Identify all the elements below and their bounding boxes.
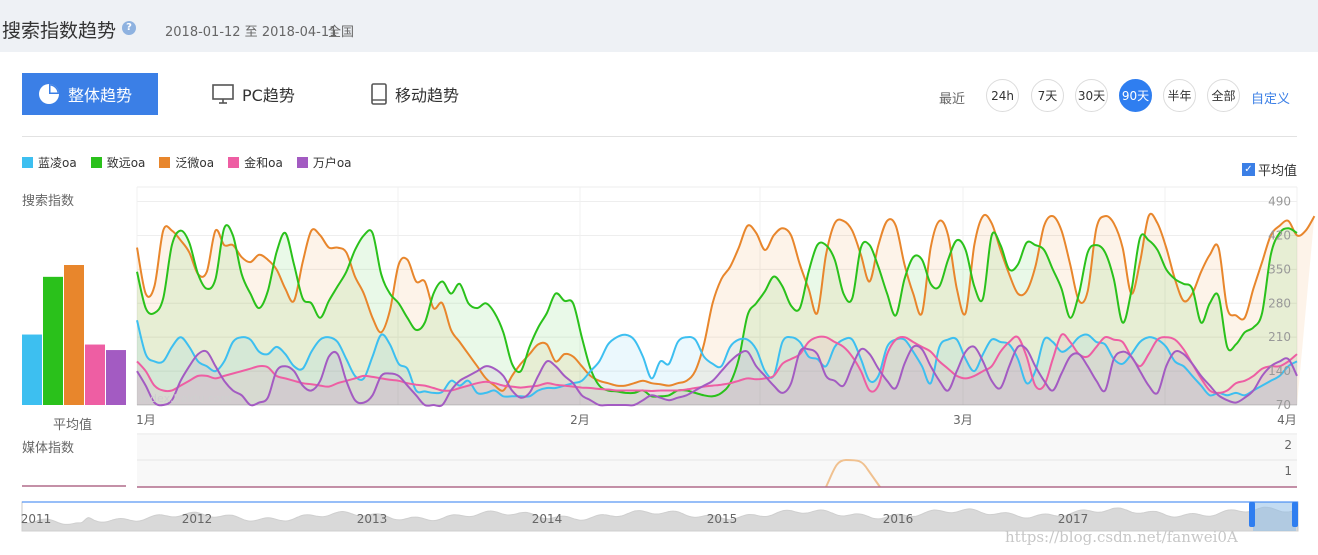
media-index-title: 媒体指数 — [22, 441, 75, 456]
average-toggle[interactable]: ✓ 平均值 — [1242, 160, 1297, 179]
legend-label: 万户oa — [312, 156, 352, 170]
average-checkbox[interactable]: ✓ — [1242, 163, 1255, 176]
navigator-year-label: 2015 — [707, 512, 738, 526]
average-toggle-label: 平均值 — [1258, 164, 1298, 179]
legend-item-zhiyuan[interactable]: 致远oa — [90, 154, 146, 171]
y-tick-label: 420 — [1268, 228, 1291, 242]
average-caption: 平均值 — [53, 418, 93, 433]
area-金和oa — [137, 334, 1297, 405]
series-line-泛微oa — [136, 212, 1316, 392]
region-label: 全国 — [328, 25, 355, 40]
search-index-title: 搜索指数 — [22, 194, 75, 209]
legend-label: 致远oa — [106, 156, 146, 170]
y-tick-label: 70 — [1276, 398, 1291, 412]
area-泛微oa — [137, 213, 1315, 405]
baidu-watermark: index.baidu.com — [140, 392, 231, 405]
area-蓝凌oa — [137, 320, 1297, 405]
legend-item-jinhe[interactable]: 金和oa — [228, 154, 283, 171]
tab-mobile-trend[interactable]: 移动趋势 — [371, 73, 459, 115]
monitor-icon — [212, 84, 234, 104]
y-tick-label: 280 — [1268, 296, 1291, 310]
range-button-90d[interactable]: 90天 — [1119, 79, 1152, 112]
legend-swatch — [90, 157, 102, 168]
media-y-tick-label: 2 — [1284, 438, 1292, 452]
media-series-bump — [825, 458, 881, 488]
legend-swatch — [296, 157, 308, 168]
range-button-7d[interactable]: 7天 — [1031, 79, 1064, 112]
recent-label: 最近 — [939, 92, 966, 107]
navigator-year-label: 2014 — [532, 512, 563, 526]
average-bar-金和oa — [85, 344, 105, 405]
pie-chart-icon — [39, 84, 59, 104]
navigator-year-label: 2017 — [1058, 512, 1089, 526]
legend-swatch — [159, 157, 171, 168]
navigator-handle-right — [1292, 502, 1298, 527]
navigator-area — [21, 506, 1299, 532]
date-range: 2018-01-12 至 2018-04-11 — [165, 25, 338, 40]
tab-label: PC趋势 — [242, 86, 295, 105]
help-icon[interactable]: ? — [122, 21, 136, 35]
page-title: 搜索指数趋势 — [2, 20, 117, 42]
navigator-year-label: 2012 — [182, 512, 213, 526]
series-line-万户oa — [136, 344, 1298, 408]
series-line-致远oa — [136, 224, 1298, 398]
series-line-蓝凌oa — [136, 319, 1298, 398]
tab-label: 整体趋势 — [68, 86, 133, 105]
legend-item-lanling[interactable]: 蓝凌oa — [22, 154, 77, 171]
average-bar-万户oa — [106, 350, 126, 405]
legend-swatch — [228, 157, 240, 168]
tab-pc-trend[interactable]: PC趋势 — [212, 73, 295, 115]
y-tick-label: 350 — [1268, 262, 1291, 276]
media-plot-bg — [137, 435, 1297, 487]
series-line-金和oa — [136, 333, 1298, 394]
legend-label: 金和oa — [244, 156, 283, 170]
y-tick-label: 140 — [1268, 364, 1291, 378]
legend-swatch — [22, 157, 33, 168]
area-万户oa — [137, 345, 1297, 407]
tab-label: 移动趋势 — [395, 86, 460, 105]
page-header: 搜索指数趋势 ? 2018-01-12 至 2018-04-11 全国 — [0, 0, 1318, 52]
average-bar-致远oa — [43, 276, 63, 405]
legend-label: 蓝凌oa — [38, 156, 77, 170]
x-tick-label: 1月 — [136, 413, 156, 427]
legend-item-fanwei[interactable]: 泛微oa — [159, 154, 214, 171]
y-tick-label: 490 — [1268, 195, 1291, 209]
range-button-half-year[interactable]: 半年 — [1163, 79, 1196, 112]
navigator-year-label: 2011 — [21, 512, 52, 526]
x-tick-label: 3月 — [953, 413, 973, 427]
section-divider — [22, 136, 1297, 137]
mobile-icon — [371, 83, 387, 105]
navigator-year-label: 2013 — [357, 512, 388, 526]
watermark-text: https://blog.csdn.net/fanwei0A — [1005, 528, 1238, 546]
range-button-all[interactable]: 全部 — [1207, 79, 1240, 112]
navigator-year-label: 2016 — [883, 512, 914, 526]
average-bar-蓝凌oa — [22, 334, 42, 405]
legend-item-wanhu[interactable]: 万户oa — [296, 154, 352, 171]
x-tick-label: 2月 — [570, 413, 590, 427]
custom-range-link[interactable]: 自定义 — [1251, 92, 1291, 107]
x-tick-label: 4月 — [1277, 413, 1297, 427]
media-y-tick-label: 1 — [1284, 464, 1292, 478]
chart-legend: 蓝凌oa 致远oa 泛微oa 金和oa 万户oa — [22, 154, 352, 171]
tab-overall-trend[interactable]: 整体趋势 — [22, 73, 158, 115]
range-button-24h[interactable]: 24h — [986, 79, 1019, 112]
navigator-selection — [1253, 502, 1296, 531]
legend-label: 泛微oa — [175, 156, 215, 170]
navigator-handle-left — [1249, 502, 1255, 527]
range-button-30d[interactable]: 30天 — [1075, 79, 1108, 112]
average-bar-泛微oa — [64, 265, 84, 405]
y-tick-label: 210 — [1268, 330, 1291, 344]
